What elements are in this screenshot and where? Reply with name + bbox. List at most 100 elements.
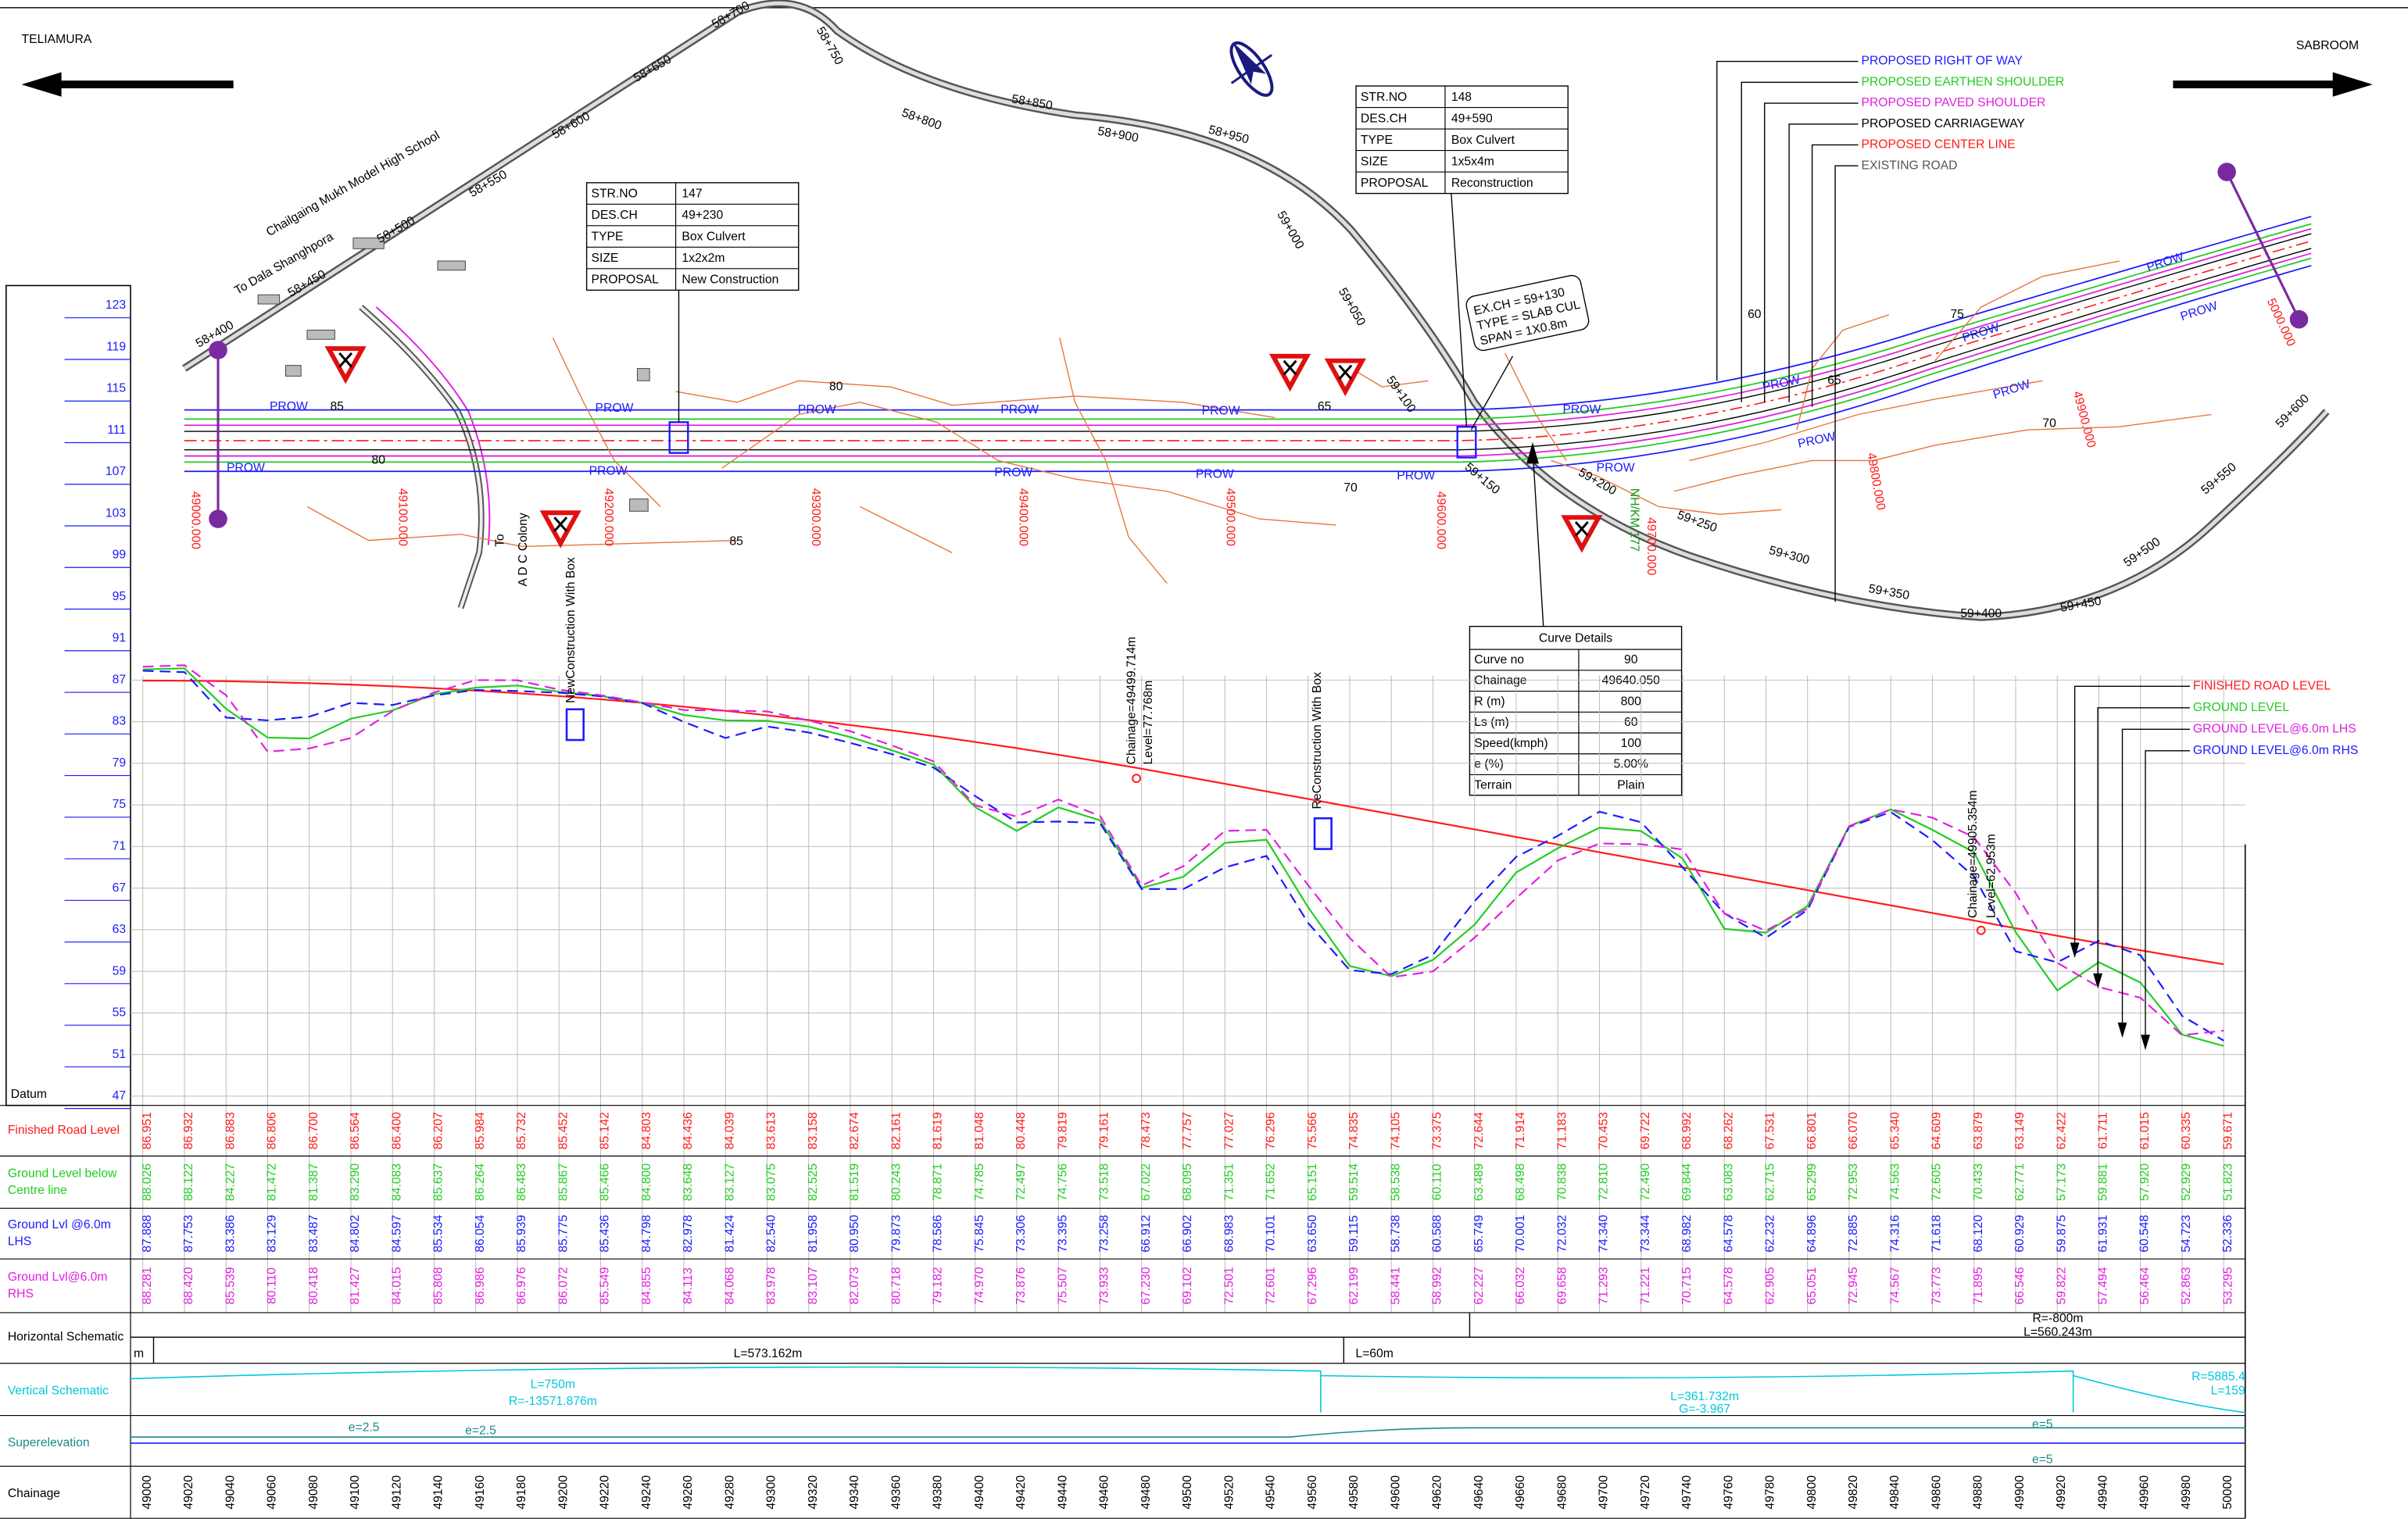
y-tick-label: 87 bbox=[113, 673, 126, 686]
level-value: 66.070 bbox=[1847, 1112, 1860, 1149]
table-key: Chainage bbox=[1474, 674, 1526, 688]
level-value: 81.472 bbox=[266, 1163, 279, 1201]
level-value: 86.806 bbox=[266, 1112, 279, 1149]
y-tick-label: 79 bbox=[113, 756, 126, 770]
level-value: 86.986 bbox=[474, 1267, 487, 1304]
row-label: Ground Level below bbox=[8, 1167, 117, 1180]
level-value: 74.316 bbox=[1888, 1214, 1902, 1252]
chainage-label: 49600 bbox=[1389, 1475, 1402, 1510]
contour-label: 80 bbox=[372, 454, 386, 467]
level-value: 84.802 bbox=[349, 1215, 362, 1253]
level-value: 59.875 bbox=[2055, 1214, 2068, 1252]
level-value: 71.652 bbox=[1265, 1163, 1278, 1201]
chainage-label: 49400 bbox=[973, 1475, 986, 1510]
contour-label: 65 bbox=[1827, 373, 1841, 387]
level-value: 70.001 bbox=[1514, 1215, 1527, 1253]
annotation: ReConstruction With Box bbox=[1311, 672, 1324, 810]
chainage-label: 49480 bbox=[1140, 1475, 1153, 1510]
level-value: 86.264 bbox=[474, 1163, 487, 1201]
building bbox=[307, 330, 335, 339]
design-chainage: 49700.000 bbox=[1644, 517, 1658, 575]
chainage-label: 49060 bbox=[266, 1475, 279, 1510]
level-value: 54.723 bbox=[2180, 1214, 2193, 1252]
table-value: 49+230 bbox=[682, 209, 723, 222]
level-value: 84.798 bbox=[640, 1214, 653, 1252]
level-value: 79.182 bbox=[932, 1267, 945, 1305]
level-value: 66.902 bbox=[1181, 1215, 1194, 1253]
level-value: 51.823 bbox=[2221, 1163, 2234, 1201]
prow-label: PROW bbox=[1597, 461, 1635, 474]
level-value: 76.296 bbox=[1265, 1112, 1278, 1149]
level-value: 67.296 bbox=[1306, 1267, 1319, 1304]
chainage-label: 49360 bbox=[889, 1475, 903, 1510]
level-value: 85.534 bbox=[432, 1214, 445, 1252]
level-value: 79.819 bbox=[1056, 1112, 1069, 1149]
prow-label: PROW bbox=[270, 400, 308, 413]
level-value: 85.867 bbox=[556, 1163, 570, 1201]
chainage-label: 49120 bbox=[390, 1475, 403, 1510]
level-value: 85.808 bbox=[432, 1267, 445, 1304]
level-value: 81.048 bbox=[973, 1112, 986, 1149]
y-tick-label: 63 bbox=[113, 923, 127, 936]
chainage-label: 49420 bbox=[1014, 1475, 1028, 1510]
level-value: 68.982 bbox=[1680, 1215, 1694, 1253]
level-value: 82.978 bbox=[682, 1214, 695, 1252]
prow-label: PROW bbox=[596, 402, 634, 415]
y-tick-label: 59 bbox=[113, 964, 126, 978]
design-chainage: 49300.000 bbox=[809, 488, 822, 546]
level-value: 59.514 bbox=[1347, 1163, 1361, 1201]
chainage-label: 49000 bbox=[141, 1475, 154, 1510]
level-value: 85.466 bbox=[599, 1163, 612, 1201]
chainage-label: 49260 bbox=[682, 1475, 695, 1510]
level-value: 84.015 bbox=[390, 1267, 403, 1304]
row-label: Vertical Schematic bbox=[8, 1384, 109, 1397]
table-key: SIZE bbox=[1361, 155, 1388, 168]
level-value: 57.494 bbox=[2097, 1267, 2110, 1304]
chainage-label: 49840 bbox=[1888, 1475, 1902, 1510]
legend-label: EXISTING ROAD bbox=[1861, 159, 1957, 172]
level-value: 85.939 bbox=[515, 1215, 528, 1253]
level-value: 75.845 bbox=[973, 1214, 986, 1252]
level-value: 74.835 bbox=[1347, 1112, 1361, 1149]
level-value: 68.262 bbox=[1722, 1112, 1735, 1149]
level-value: 85.539 bbox=[224, 1267, 237, 1305]
level-value: 57.920 bbox=[2138, 1163, 2152, 1201]
level-value: 80.950 bbox=[848, 1214, 861, 1252]
prow-label: PROW bbox=[1202, 405, 1240, 418]
prow-label: PROW bbox=[1562, 403, 1601, 416]
chainage-label: 49280 bbox=[723, 1475, 736, 1510]
chainage-label: 49320 bbox=[807, 1475, 820, 1510]
level-value: 63.083 bbox=[1722, 1163, 1735, 1201]
level-value: 81.387 bbox=[307, 1163, 320, 1201]
y-tick-label: 123 bbox=[106, 298, 126, 312]
chainage-label: 49800 bbox=[1805, 1475, 1819, 1510]
level-value: 71.618 bbox=[1930, 1214, 1944, 1252]
schematic-note: L=60m bbox=[1355, 1347, 1393, 1360]
level-value: 69.102 bbox=[1181, 1267, 1194, 1305]
level-value: 59.822 bbox=[2055, 1267, 2068, 1305]
level-value: 84.227 bbox=[224, 1163, 237, 1201]
level-value: 74.970 bbox=[973, 1267, 986, 1304]
level-value: 53.295 bbox=[2221, 1267, 2234, 1304]
level-value: 60.588 bbox=[1431, 1214, 1444, 1252]
level-value: 88.420 bbox=[182, 1267, 195, 1304]
building bbox=[438, 261, 465, 270]
level-value: 84.800 bbox=[640, 1163, 653, 1201]
table-key: STR.NO bbox=[1361, 91, 1407, 104]
level-value: 83.978 bbox=[765, 1267, 778, 1304]
chainage-label: 49100 bbox=[349, 1475, 362, 1510]
y-tick-label: 47 bbox=[113, 1089, 126, 1103]
chainage-label: 49620 bbox=[1431, 1475, 1444, 1510]
table-key: R (m) bbox=[1474, 695, 1505, 708]
level-value: 66.546 bbox=[2013, 1267, 2027, 1304]
level-value: 88.122 bbox=[182, 1163, 195, 1201]
level-value: 59.881 bbox=[2097, 1163, 2110, 1201]
level-value: 81.427 bbox=[349, 1267, 362, 1305]
level-value: 86.883 bbox=[224, 1112, 237, 1149]
level-value: 62.422 bbox=[2055, 1112, 2068, 1149]
level-value: 60.548 bbox=[2138, 1214, 2152, 1252]
chainage-label: 49240 bbox=[640, 1475, 653, 1510]
level-value: 73.933 bbox=[1098, 1267, 1111, 1304]
level-value: 63.489 bbox=[1472, 1163, 1486, 1201]
table-key: DES.CH bbox=[1361, 112, 1407, 125]
